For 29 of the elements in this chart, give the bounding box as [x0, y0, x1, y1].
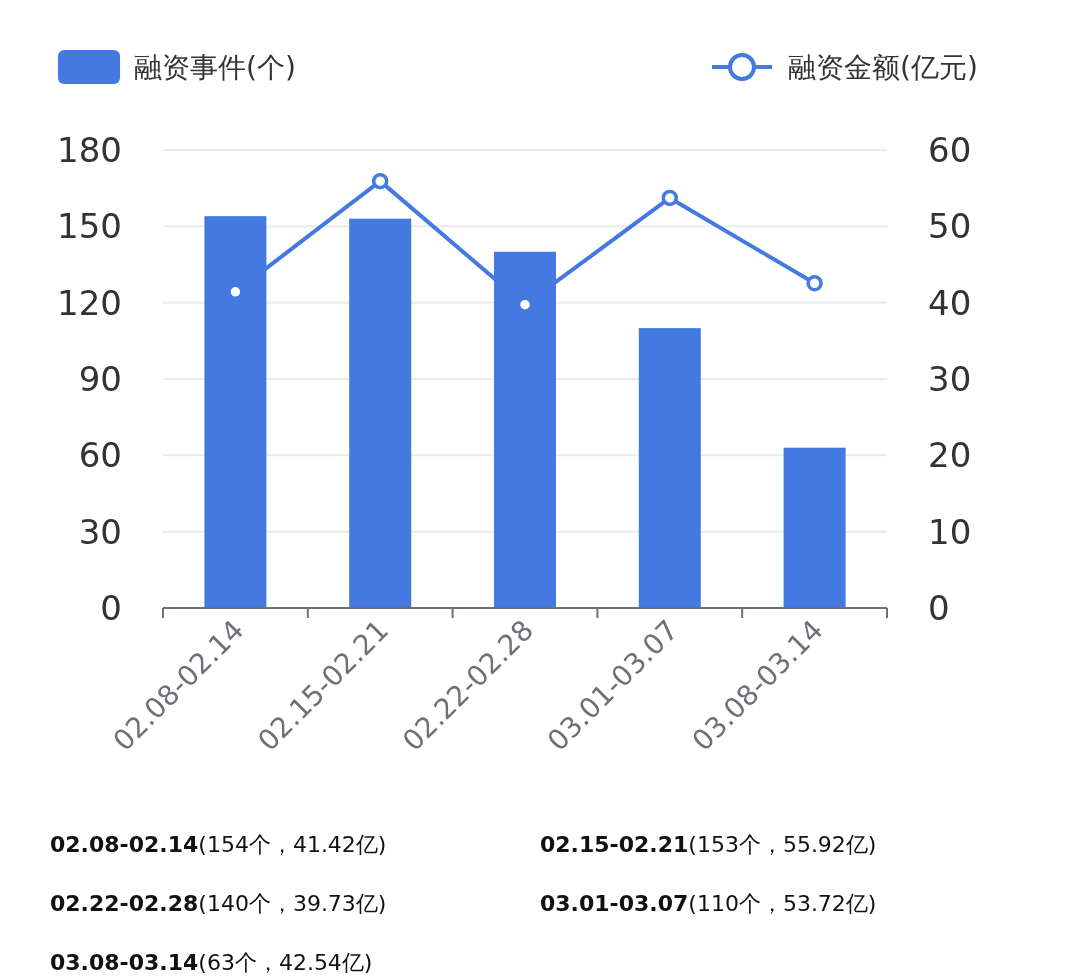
bar: [349, 218, 412, 608]
point: [371, 172, 389, 190]
point: [806, 275, 823, 292]
bar: [638, 328, 701, 608]
text: 03.01-03.07(110个，53.72亿): [540, 891, 877, 916]
y-tick-label: 60: [78, 435, 122, 476]
legend-label: 融资事件(个): [134, 51, 296, 84]
y2-tick-label: 30: [928, 359, 972, 399]
text: 02.08-02.14(154个，41.42亿): [50, 832, 387, 857]
y-tick-label: 90: [78, 359, 122, 399]
text: 03.08-03.14(63个，42.54亿): [50, 950, 373, 975]
bar: [783, 447, 846, 608]
y2-tick-label: 50: [928, 206, 972, 247]
y-tick-label: 0: [100, 588, 122, 628]
y-tick-label: 120: [57, 282, 122, 323]
y2-tick-label: 10: [928, 511, 972, 552]
y2-tick-label: 60: [928, 130, 972, 170]
legend-label: 融资金额(亿元): [788, 51, 978, 84]
y-tick-label: 30: [78, 511, 122, 552]
y2-tick-label: 20: [928, 435, 972, 476]
y-tick-label: 150: [57, 206, 122, 247]
y2-tick-label: 0: [928, 588, 950, 628]
y2-tick-label: 40: [928, 282, 972, 323]
text: 02.22-02.28(140个，39.73亿): [50, 891, 387, 916]
point: [661, 189, 679, 207]
y-tick-label: 180: [57, 130, 122, 170]
text: 02.15-02.21(153个，55.92亿): [540, 832, 877, 857]
bar: [494, 251, 556, 608]
bar: [204, 216, 267, 608]
